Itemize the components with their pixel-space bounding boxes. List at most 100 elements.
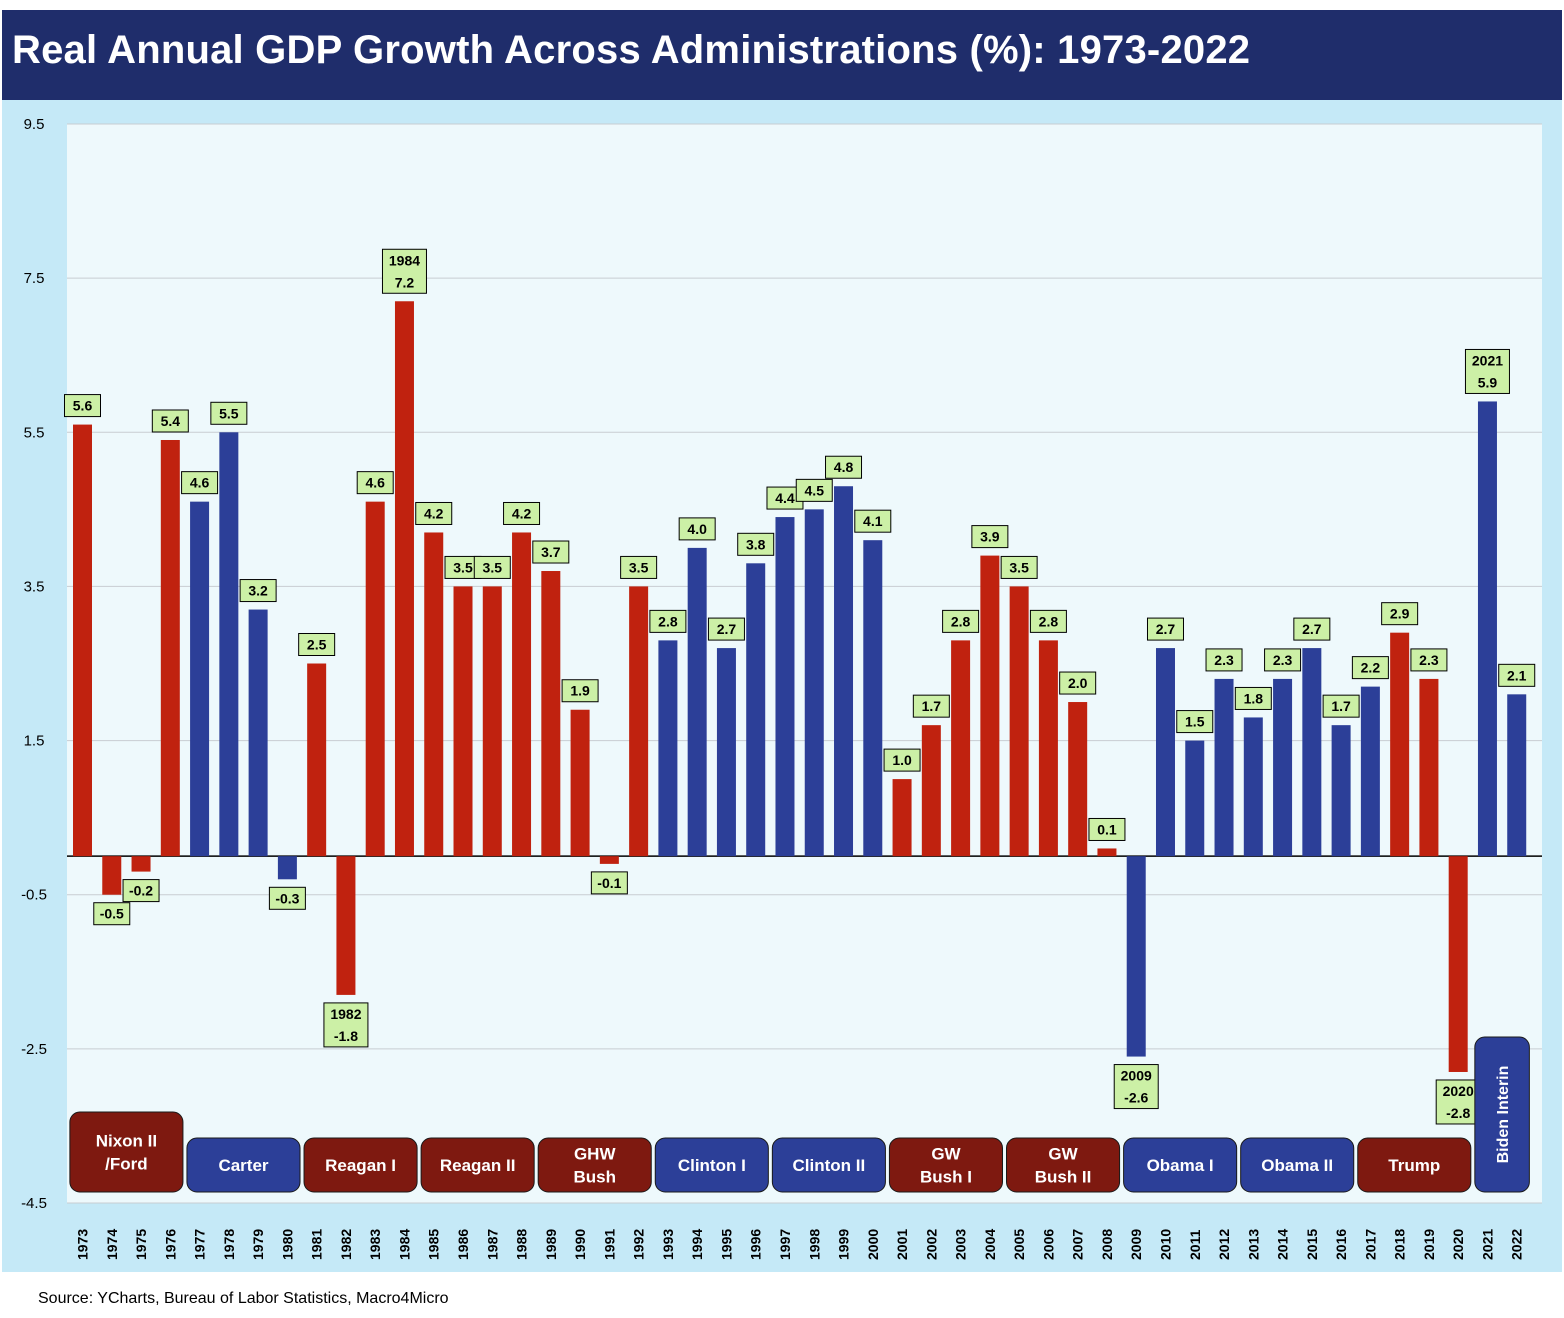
- data-label: 3.5: [483, 559, 503, 575]
- data-label-box: [239, 579, 277, 603]
- data-label: 2.5: [307, 637, 327, 653]
- data-label: -0.1: [597, 875, 621, 891]
- data-label-box: [323, 1002, 369, 1048]
- bar: [921, 725, 941, 857]
- bar: [1419, 678, 1439, 857]
- y-tick-label: -4.5: [21, 1195, 47, 1212]
- bar: [1302, 648, 1322, 857]
- data-label-box: [942, 609, 980, 633]
- data-label: 4.8: [834, 459, 854, 475]
- bar: [102, 856, 122, 895]
- administration-label: /Ford: [105, 1155, 148, 1174]
- data-label-box: [1234, 686, 1272, 710]
- data-label: 0.1: [1097, 821, 1117, 837]
- x-tick-label: 1996: [748, 1229, 764, 1260]
- data-label: 1.0: [892, 752, 912, 768]
- x-tick-label: 1978: [221, 1229, 237, 1260]
- y-tick-label: 1.5: [24, 733, 45, 750]
- data-label: 4.4: [775, 490, 795, 506]
- bar: [541, 571, 561, 857]
- data-label-box: [1146, 617, 1184, 641]
- x-tick-label: 2000: [865, 1229, 881, 1260]
- x-tick-label: 1977: [192, 1229, 208, 1260]
- bar: [365, 501, 385, 857]
- administration-box: [771, 1137, 886, 1193]
- data-label: -0.2: [129, 883, 153, 899]
- bar: [1448, 856, 1468, 1072]
- administration-label: GW: [931, 1145, 961, 1164]
- administration-label: GHW: [574, 1145, 617, 1164]
- data-label-box: [795, 478, 833, 502]
- bar: [1185, 740, 1205, 857]
- data-label-box: [1029, 609, 1067, 633]
- bar: [219, 432, 239, 857]
- x-tick-label: 1995: [718, 1229, 734, 1260]
- data-label-box: [1088, 817, 1126, 841]
- bar: [1243, 717, 1263, 857]
- x-tick-label: 1984: [396, 1229, 412, 1260]
- x-tick-label: 2011: [1187, 1229, 1203, 1260]
- bar: [1126, 856, 1146, 1057]
- data-label-box: [210, 401, 248, 425]
- x-tick-label: 1986: [455, 1229, 471, 1260]
- y-tick-label: -2.5: [21, 1041, 47, 1058]
- x-tick-label: 1985: [426, 1229, 442, 1260]
- data-label-box: [473, 555, 511, 579]
- x-tick-label: 2008: [1099, 1229, 1115, 1260]
- data-label-box: [590, 871, 628, 895]
- data-label-box: [122, 879, 160, 903]
- data-label: 2.8: [1039, 613, 1059, 629]
- bar: [1507, 694, 1527, 857]
- bar: [834, 486, 854, 857]
- bar: [307, 663, 327, 857]
- bar: [336, 856, 356, 995]
- data-label: 5.9: [1478, 374, 1498, 390]
- x-tick-label: 2021: [1479, 1229, 1495, 1260]
- bar: [716, 648, 736, 857]
- data-label-box: [268, 886, 306, 910]
- x-tick-label: 2005: [1011, 1229, 1027, 1260]
- chart-title: Real Annual GDP Growth Across Administra…: [12, 28, 1251, 72]
- bar: [1038, 640, 1058, 857]
- data-label: 4.2: [512, 505, 532, 521]
- data-label: -2.6: [1124, 1090, 1148, 1106]
- data-label: 4.2: [424, 505, 444, 521]
- data-label: -0.5: [100, 906, 124, 922]
- bar: [277, 856, 297, 880]
- x-tick-label: 2018: [1392, 1229, 1408, 1260]
- x-tick-label: 1997: [777, 1229, 793, 1260]
- x-tick-label: 2006: [1040, 1229, 1056, 1260]
- administration-label: GW: [1048, 1145, 1078, 1164]
- data-label: 2020: [1443, 1083, 1474, 1099]
- x-tick-label: 1979: [250, 1229, 266, 1260]
- x-tick-label: 2020: [1450, 1229, 1466, 1260]
- administration-box: [303, 1137, 418, 1193]
- administration-label: Nixon II: [96, 1132, 157, 1151]
- administration-box: [420, 1137, 535, 1193]
- administration-box: [186, 1137, 301, 1193]
- bar: [1214, 678, 1234, 857]
- data-label-box: [298, 633, 336, 656]
- data-label: 1.9: [570, 683, 590, 699]
- data-label: 4.6: [365, 475, 385, 491]
- bar: [1477, 401, 1497, 857]
- data-label-box: [649, 609, 687, 633]
- data-label: 3.5: [1009, 559, 1029, 575]
- x-tick-label: 2012: [1216, 1229, 1232, 1260]
- data-label-box: [620, 555, 658, 579]
- x-tick-label: 1973: [75, 1229, 91, 1260]
- data-label: 3.5: [629, 559, 649, 575]
- data-label: 2021: [1472, 352, 1503, 368]
- data-label: 2.1: [1507, 667, 1527, 683]
- data-label: 3.7: [541, 544, 561, 560]
- x-tick-label: 2014: [1275, 1229, 1291, 1260]
- administration-box: [1240, 1137, 1355, 1193]
- data-label-box: [1435, 1079, 1481, 1125]
- data-label: 2.7: [1156, 621, 1176, 637]
- data-label-box: [1322, 694, 1360, 718]
- data-label-box: [1381, 602, 1419, 626]
- x-tick-label: 1989: [543, 1229, 559, 1260]
- administration-label: Reagan II: [440, 1156, 516, 1175]
- bar: [482, 586, 502, 857]
- data-label: 5.5: [219, 405, 239, 421]
